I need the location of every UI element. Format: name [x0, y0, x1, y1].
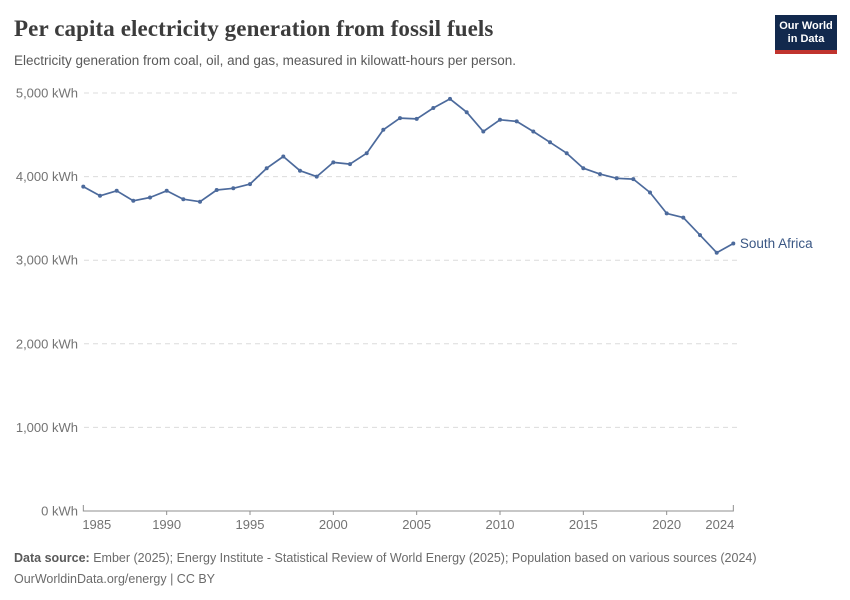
data-point-1990: [164, 188, 169, 193]
y-tick-label-0: 0 kWh: [41, 504, 78, 519]
series-label: South Africa: [740, 236, 813, 251]
data-point-1999: [314, 174, 319, 179]
data-point-2018: [631, 177, 636, 182]
data-point-1993: [214, 188, 219, 192]
data-point-1996: [264, 166, 269, 171]
data-point-2006: [431, 106, 436, 110]
data-point-2017: [614, 176, 619, 181]
data-point-2015: [581, 166, 586, 171]
y-tick-label-5000: 5,000 kWh: [16, 86, 78, 101]
x-tick-label-2005: 2005: [402, 517, 431, 532]
data-point-2011: [514, 119, 519, 124]
page-title: Per capita electricity generation from f…: [14, 16, 494, 41]
data-point-2002: [364, 151, 369, 156]
owid-logo-line2: in Data: [787, 33, 825, 45]
y-tick-label-1000: 1,000 kWh: [16, 420, 78, 435]
data-point-2024: [731, 241, 736, 246]
data-point-2008: [464, 110, 469, 115]
data-point-2021: [681, 215, 686, 220]
x-tick-label-1995: 1995: [236, 517, 265, 532]
data-point-2009: [481, 129, 486, 134]
data-source-line: Data source: Ember (2025); Energy Instit…: [14, 548, 757, 569]
data-point-2020: [664, 211, 669, 216]
data-point-1998: [298, 168, 302, 173]
data-point-1994: [231, 186, 236, 191]
data-point-1988: [131, 198, 136, 203]
owid-logo-line1: Our World: [779, 20, 833, 32]
chart-footer: Data source: Ember (2025); Energy Instit…: [14, 548, 757, 590]
license-line: OurWorldinData.org/energy | CC BY: [14, 572, 216, 586]
data-point-1992: [198, 199, 202, 204]
data-point-2012: [531, 129, 536, 134]
series-line-south-africa: [82, 98, 735, 254]
x-tick-label-2020: 2020: [652, 517, 681, 532]
x-tick-label-1985: 1985: [82, 517, 111, 532]
data-point-2014: [564, 151, 569, 156]
data-point-2001: [348, 162, 352, 167]
data-point-1985: [81, 184, 86, 189]
x-tick-label-1990: 1990: [152, 517, 181, 532]
x-tick-label-2015: 2015: [569, 517, 598, 532]
y-tick-label-3000: 3,000 kWh: [16, 253, 78, 268]
data-source-label: Data source:: [14, 551, 90, 565]
data-point-1986: [98, 193, 102, 198]
data-point-2022: [698, 233, 702, 238]
data-point-2013: [548, 140, 552, 145]
x-tick-label-2024: 2024: [705, 517, 734, 532]
data-point-2007: [448, 96, 452, 101]
data-point-2023: [714, 250, 719, 255]
data-point-2016: [598, 172, 602, 177]
data-point-2005: [414, 116, 419, 121]
x-tick-label-2000: 2000: [319, 517, 348, 532]
data-point-2004: [398, 116, 402, 121]
y-tick-label-4000: 4,000 kWh: [16, 169, 78, 184]
data-point-1997: [281, 154, 286, 159]
data-point-2003: [381, 127, 386, 132]
data-point-1989: [148, 195, 152, 200]
data-point-1987: [114, 188, 119, 193]
data-point-1995: [248, 182, 252, 187]
data-point-2010: [498, 117, 502, 122]
owid-logo: Our World in Data: [775, 15, 837, 54]
x-axis-line: [82, 505, 734, 512]
data-point-1991: [181, 197, 186, 202]
data-source-text: Ember (2025); Energy Institute - Statist…: [93, 551, 757, 565]
data-point-2000: [331, 160, 336, 165]
y-tick-label-2000: 2,000 kWh: [16, 336, 78, 351]
chart-subtitle: Electricity generation from coal, oil, a…: [14, 53, 516, 68]
data-point-2019: [648, 190, 652, 195]
x-tick-label-2010: 2010: [486, 517, 515, 532]
